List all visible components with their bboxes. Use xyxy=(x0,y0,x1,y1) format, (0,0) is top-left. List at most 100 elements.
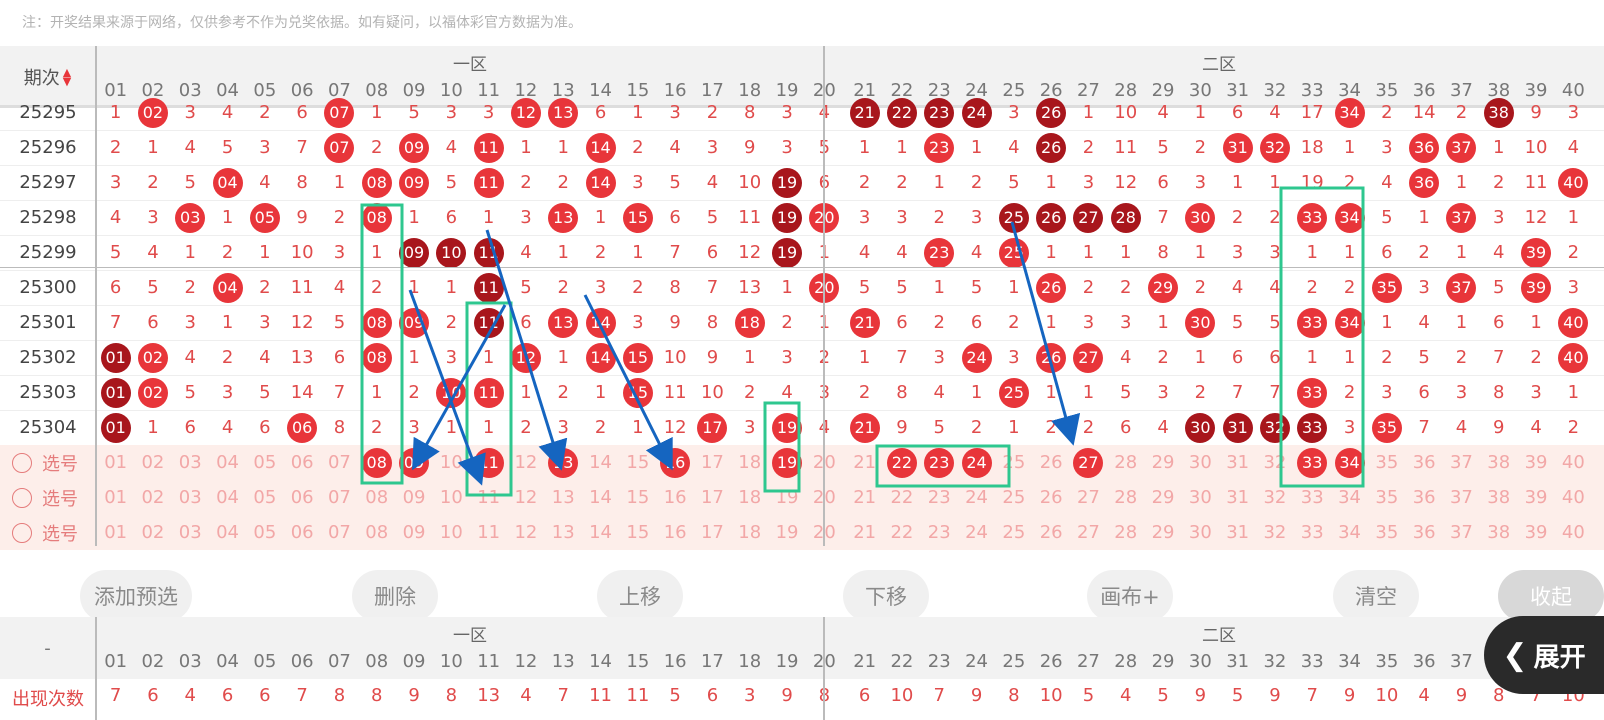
select-cell[interactable]: 03 xyxy=(178,487,202,508)
select-cell[interactable]: 05 xyxy=(253,522,277,543)
select-cell[interactable]: 16 xyxy=(657,445,694,480)
collapse-button[interactable]: 收起 xyxy=(1498,570,1604,622)
select-cell[interactable]: 09 xyxy=(402,522,426,543)
select-cell[interactable]: 24 xyxy=(965,487,988,508)
select-cell[interactable]: 37 xyxy=(1449,487,1473,508)
select-cell[interactable]: 08 xyxy=(365,487,389,508)
select-cell[interactable]: 34 xyxy=(1338,487,1361,508)
select-cell[interactable]: 32 xyxy=(1263,487,1287,508)
clear-button[interactable]: 清空 xyxy=(1333,570,1419,622)
select-cell[interactable]: 29 xyxy=(1151,452,1175,473)
select-cell[interactable]: 14 xyxy=(589,452,612,473)
select-cell[interactable]: 13 xyxy=(545,445,582,480)
select-cell[interactable]: 13 xyxy=(551,522,575,543)
select-cell[interactable]: 19 xyxy=(768,445,805,480)
select-cell[interactable]: 12 xyxy=(514,452,538,473)
select-cell[interactable]: 03 xyxy=(178,522,202,543)
select-cell[interactable]: 28 xyxy=(1114,522,1138,543)
select-cell[interactable]: 10 xyxy=(439,522,463,543)
select-cell[interactable]: 26 xyxy=(1039,522,1063,543)
select-cell[interactable]: 19 xyxy=(775,522,799,543)
select-cell[interactable]: 35 xyxy=(1375,452,1399,473)
select-cell[interactable]: 22 xyxy=(890,522,914,543)
select-cell[interactable]: 32 xyxy=(1263,522,1287,543)
select-cell[interactable]: 30 xyxy=(1188,452,1212,473)
select-cell[interactable]: 08 xyxy=(365,522,389,543)
select-cell[interactable]: 21 xyxy=(853,522,877,543)
select-cell[interactable]: 39 xyxy=(1524,522,1548,543)
select-cell[interactable]: 07 xyxy=(327,452,351,473)
select-cell[interactable]: 25 xyxy=(1002,452,1026,473)
select-cell[interactable]: 36 xyxy=(1412,487,1436,508)
select-cell[interactable]: 25 xyxy=(1002,522,1026,543)
select-cell[interactable]: 40 xyxy=(1561,522,1585,543)
select-cell[interactable]: 36 xyxy=(1412,452,1436,473)
select-cell[interactable]: 28 xyxy=(1114,487,1138,508)
select-cell[interactable]: 15 xyxy=(626,487,650,508)
select-cell[interactable]: 06 xyxy=(290,487,314,508)
select-cell[interactable]: 03 xyxy=(178,452,202,473)
select-cell[interactable]: 16 xyxy=(663,522,687,543)
select-cell[interactable]: 21 xyxy=(853,452,877,473)
select-cell[interactable]: 28 xyxy=(1114,452,1138,473)
select-cell[interactable]: 17 xyxy=(700,452,724,473)
select-cell[interactable]: 39 xyxy=(1524,487,1548,508)
select-cell[interactable]: 19 xyxy=(775,487,799,508)
select-cell[interactable]: 11 xyxy=(477,487,501,508)
select-cell[interactable]: 27 xyxy=(1070,445,1107,480)
select-cell[interactable]: 08 xyxy=(358,445,395,480)
select-cell[interactable]: 09 xyxy=(402,487,426,508)
select-cell[interactable]: 10 xyxy=(439,452,463,473)
select-cell[interactable]: 21 xyxy=(853,487,877,508)
select-cell[interactable]: 24 xyxy=(958,445,995,480)
select-cell[interactable]: 05 xyxy=(253,487,277,508)
select-cell[interactable]: 39 xyxy=(1524,452,1548,473)
select-cell[interactable]: 27 xyxy=(1076,522,1100,543)
select-cell[interactable]: 35 xyxy=(1375,522,1399,543)
select-row-label[interactable]: 选号 xyxy=(12,480,78,515)
select-cell[interactable]: 33 xyxy=(1300,522,1324,543)
select-cell[interactable]: 29 xyxy=(1151,522,1175,543)
select-cell[interactable]: 31 xyxy=(1226,522,1250,543)
select-cell[interactable]: 22 xyxy=(890,487,914,508)
select-cell[interactable]: 29 xyxy=(1151,487,1175,508)
select-cell[interactable]: 33 xyxy=(1294,445,1331,480)
select-cell[interactable]: 37 xyxy=(1449,522,1473,543)
select-cell[interactable]: 07 xyxy=(327,522,351,543)
select-cell[interactable]: 17 xyxy=(700,522,724,543)
expand-button[interactable]: ❮ 展开 xyxy=(1484,616,1604,694)
select-cell[interactable]: 32 xyxy=(1263,452,1287,473)
select-cell[interactable]: 35 xyxy=(1375,487,1399,508)
delete-button[interactable]: 删除 xyxy=(352,570,438,622)
select-cell[interactable]: 09 xyxy=(395,445,432,480)
select-cell[interactable]: 18 xyxy=(738,487,762,508)
select-cell[interactable]: 02 xyxy=(141,522,165,543)
select-cell[interactable]: 31 xyxy=(1226,487,1250,508)
select-cell[interactable]: 37 xyxy=(1449,452,1473,473)
select-cell[interactable]: 18 xyxy=(738,522,762,543)
select-cell[interactable]: 38 xyxy=(1487,487,1511,508)
canvas-add-button[interactable]: 画布+ xyxy=(1087,570,1173,622)
select-cell[interactable]: 31 xyxy=(1226,452,1250,473)
select-cell[interactable]: 13 xyxy=(551,487,575,508)
radio-icon[interactable] xyxy=(12,452,32,473)
select-cell[interactable]: 04 xyxy=(216,487,239,508)
select-cell[interactable]: 23 xyxy=(927,487,951,508)
select-cell[interactable]: 12 xyxy=(514,487,538,508)
select-cell[interactable]: 33 xyxy=(1300,487,1324,508)
select-cell[interactable]: 36 xyxy=(1412,522,1436,543)
select-cell[interactable]: 22 xyxy=(883,445,920,480)
select-cell[interactable]: 06 xyxy=(290,452,314,473)
select-cell[interactable]: 16 xyxy=(663,487,687,508)
select-cell[interactable]: 26 xyxy=(1039,487,1063,508)
select-cell[interactable]: 26 xyxy=(1039,452,1063,473)
select-cell[interactable]: 01 xyxy=(104,487,128,508)
add-preselect-button[interactable]: 添加预选 xyxy=(80,570,192,622)
select-cell[interactable]: 40 xyxy=(1561,487,1585,508)
period-header[interactable]: 期次 ▲ ▼ xyxy=(0,46,95,108)
select-cell[interactable]: 14 xyxy=(589,487,612,508)
radio-icon[interactable] xyxy=(12,522,32,543)
select-cell[interactable]: 23 xyxy=(927,522,951,543)
select-cell[interactable]: 27 xyxy=(1076,487,1100,508)
select-row-label[interactable]: 选号 xyxy=(12,445,78,480)
